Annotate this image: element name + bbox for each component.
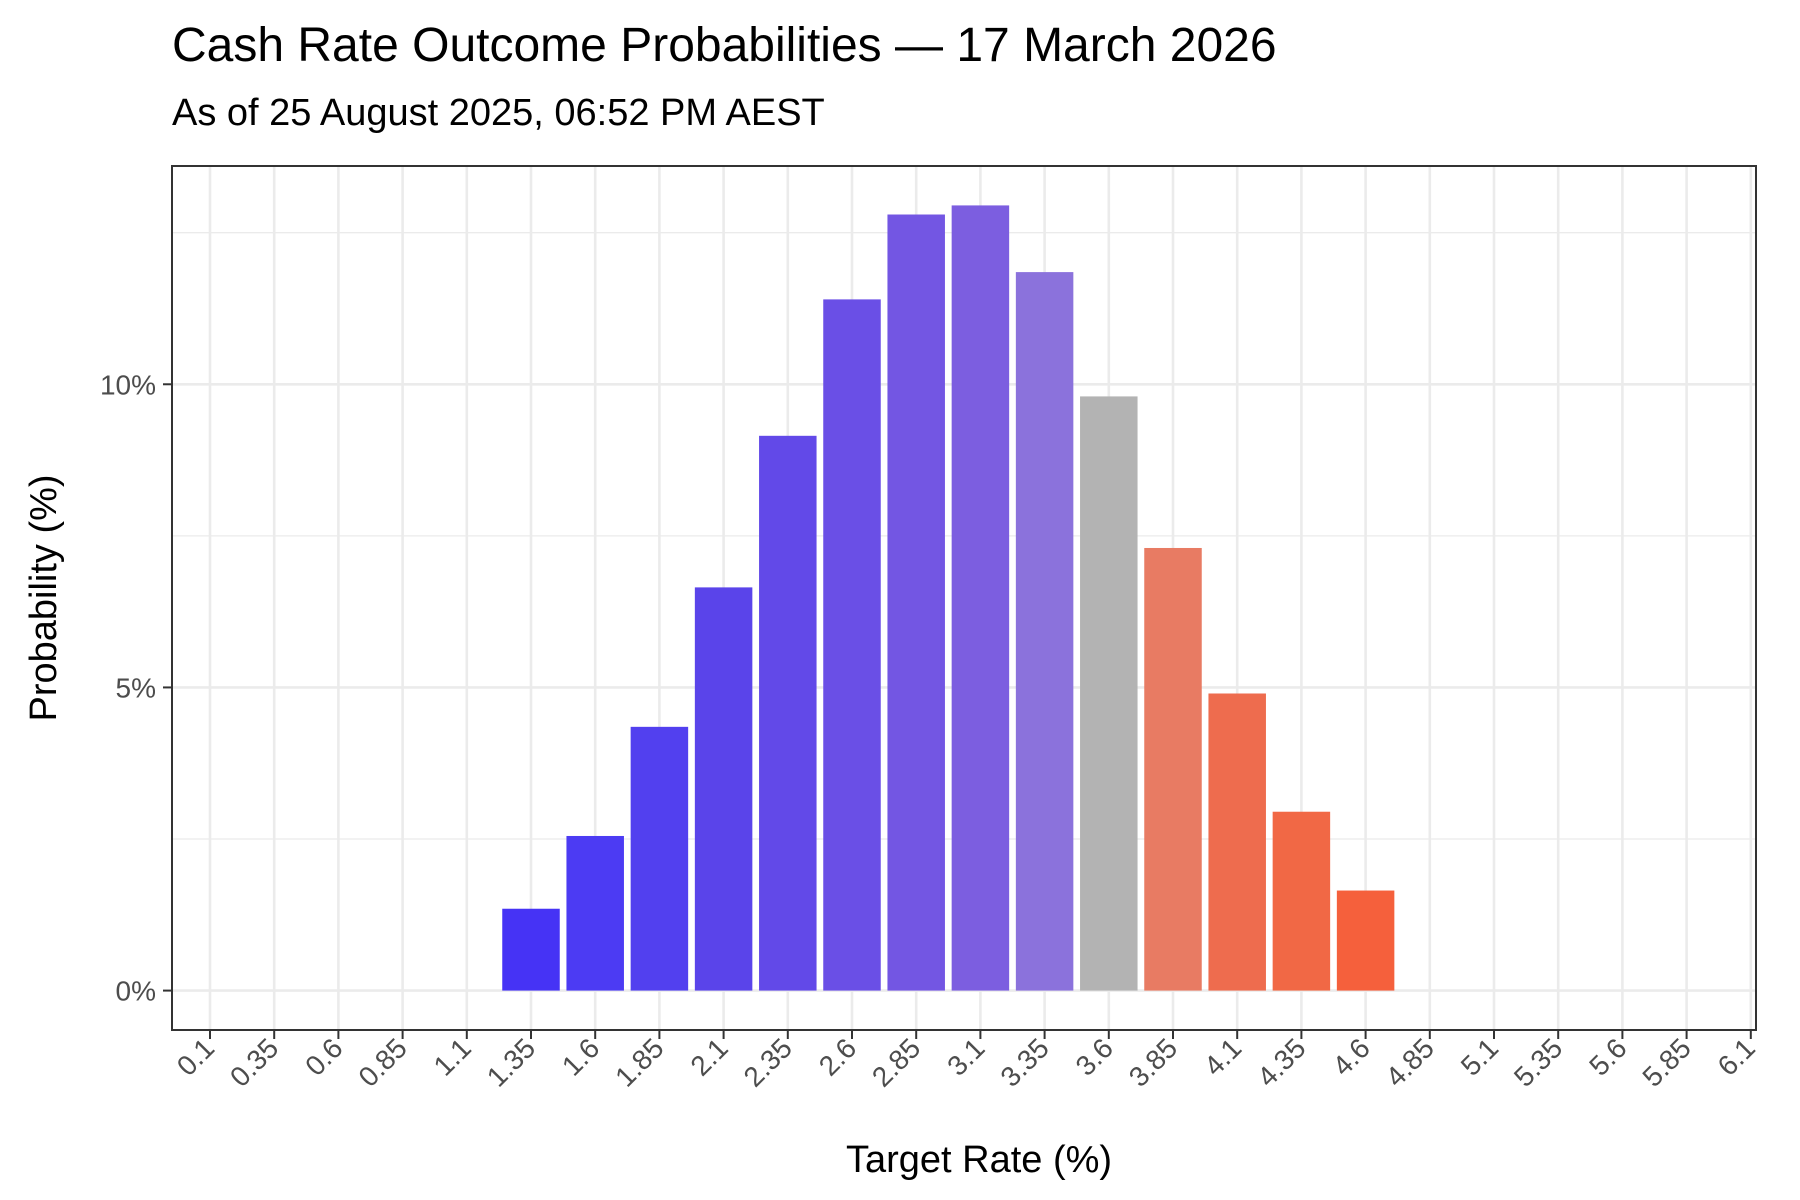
x-axis: 0.1 0.35 0.6 0.85 1.1 1.35 1.6 1.85 2.1 2.35 2.6 2.… — [171, 1030, 1761, 1093]
bar — [1208, 693, 1266, 991]
x-tick-label: 5.35 — [1508, 1032, 1568, 1092]
x-tick-label: 0.85 — [352, 1032, 412, 1092]
x-tick-label: 2.6 — [813, 1032, 862, 1081]
bar — [1015, 272, 1074, 991]
bar — [630, 726, 689, 991]
bar — [502, 908, 560, 991]
x-tick-label: 3.1 — [941, 1032, 990, 1081]
bar — [1144, 547, 1202, 991]
y-axis-title: Probability (%) — [23, 474, 65, 721]
bar — [1336, 890, 1395, 991]
chart-subtitle: As of 25 August 2025, 06:52 PM AEST — [172, 92, 825, 134]
x-tick-label: 2.35 — [738, 1032, 798, 1092]
x-tick-label: 5.85 — [1636, 1032, 1696, 1092]
bar — [1080, 396, 1138, 991]
x-tick-label: 0.1 — [171, 1032, 220, 1081]
x-tick-label: 0.6 — [299, 1032, 348, 1081]
x-tick-label: 5.1 — [1455, 1032, 1504, 1081]
x-tick-label: 4.85 — [1380, 1032, 1440, 1092]
x-axis-title: Target Rate (%) — [846, 1139, 1112, 1181]
bars — [502, 205, 1395, 991]
x-tick-label: 3.6 — [1070, 1032, 1119, 1081]
x-tick-label: 0.35 — [224, 1032, 284, 1092]
x-tick-label: 6.1 — [1712, 1032, 1761, 1081]
bar — [823, 299, 881, 991]
x-tick-label: 1.6 — [556, 1032, 605, 1081]
bar — [694, 587, 753, 991]
x-tick-label: 2.1 — [684, 1032, 733, 1081]
x-tick-label: 1.85 — [609, 1032, 669, 1092]
bar — [759, 435, 817, 991]
y-tick-label: 0% — [116, 976, 156, 1007]
x-tick-label: 3.35 — [994, 1032, 1054, 1092]
x-tick-label: 4.6 — [1326, 1032, 1375, 1081]
x-tick-label: 4.1 — [1198, 1032, 1247, 1081]
bar — [887, 214, 945, 991]
plot-panel-border — [171, 165, 1757, 1031]
bar — [1272, 811, 1331, 991]
bar — [566, 835, 624, 991]
x-tick-label: 5.6 — [1583, 1032, 1632, 1081]
x-tick-label: 4.35 — [1251, 1032, 1311, 1092]
x-tick-label: 3.85 — [1123, 1032, 1183, 1092]
x-tick-label: 1.1 — [428, 1032, 477, 1081]
y-tick-label: 5% — [116, 672, 156, 703]
chart-title: Cash Rate Outcome Probabilities — 17 Mar… — [172, 19, 1277, 72]
y-tick-label: 10% — [100, 369, 156, 400]
bar — [951, 205, 1010, 991]
x-tick-label: 1.35 — [481, 1032, 541, 1092]
x-tick-label: 2.85 — [866, 1032, 926, 1092]
y-axis: 0% 5% 10% — [100, 369, 172, 1007]
